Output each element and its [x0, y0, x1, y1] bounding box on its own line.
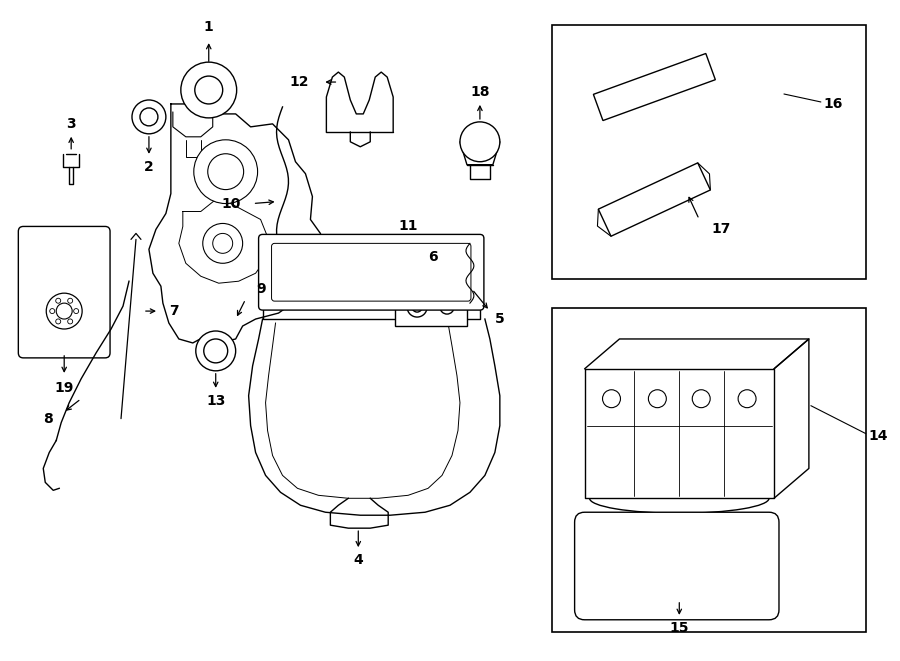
Text: 1: 1	[204, 20, 213, 34]
Bar	[552, 25, 866, 279]
Text: 8: 8	[43, 412, 53, 426]
Circle shape	[648, 390, 666, 408]
Text: 11: 11	[399, 219, 418, 233]
Circle shape	[140, 108, 158, 126]
Text: 19: 19	[55, 381, 74, 395]
Text: 13: 13	[206, 394, 225, 408]
Text: 16: 16	[824, 97, 843, 111]
Text: 18: 18	[470, 85, 490, 99]
FancyBboxPatch shape	[574, 512, 779, 620]
Text: 9: 9	[256, 282, 266, 296]
Text: 2: 2	[144, 160, 154, 174]
Text: 4: 4	[354, 553, 364, 567]
Circle shape	[74, 309, 78, 313]
Bar	[552, 308, 866, 632]
Text: 3: 3	[67, 117, 76, 131]
Circle shape	[202, 223, 243, 263]
Circle shape	[407, 297, 428, 317]
Circle shape	[692, 390, 710, 408]
Circle shape	[208, 154, 244, 190]
Circle shape	[460, 122, 500, 162]
Circle shape	[68, 298, 73, 303]
Polygon shape	[593, 54, 716, 120]
Circle shape	[212, 233, 233, 253]
Circle shape	[56, 298, 60, 303]
Text: 10: 10	[221, 196, 240, 211]
Circle shape	[50, 309, 55, 313]
Circle shape	[68, 319, 73, 324]
FancyBboxPatch shape	[258, 235, 484, 310]
Circle shape	[412, 302, 422, 312]
Circle shape	[132, 100, 166, 134]
Circle shape	[56, 319, 60, 324]
Bar	[395, 288, 467, 326]
Circle shape	[46, 293, 82, 329]
Text: 5: 5	[495, 312, 505, 326]
Polygon shape	[598, 163, 710, 236]
Text: 12: 12	[289, 75, 309, 89]
Circle shape	[56, 303, 72, 319]
Text: 17: 17	[711, 223, 731, 237]
Circle shape	[602, 390, 620, 408]
Text: 14: 14	[868, 428, 888, 443]
Circle shape	[203, 339, 228, 363]
FancyBboxPatch shape	[272, 243, 471, 301]
Circle shape	[738, 390, 756, 408]
Circle shape	[194, 140, 257, 204]
Circle shape	[440, 300, 454, 314]
Text: 7: 7	[169, 304, 178, 318]
Text: 15: 15	[670, 621, 689, 635]
Text: 6: 6	[428, 251, 438, 264]
Circle shape	[194, 76, 222, 104]
FancyBboxPatch shape	[18, 227, 110, 358]
Circle shape	[181, 62, 237, 118]
Circle shape	[196, 331, 236, 371]
